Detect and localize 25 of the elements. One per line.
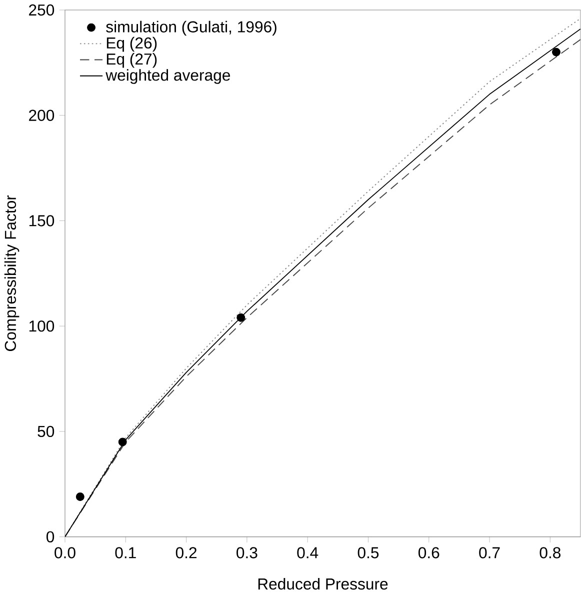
- y-tick-label: 0: [46, 531, 54, 542]
- x-tick-label: 0.8: [540, 547, 561, 558]
- y-tick-label: 200: [29, 110, 54, 121]
- point: [76, 492, 85, 501]
- x-tick-label: 0.0: [54, 547, 76, 558]
- point: [552, 48, 561, 56]
- y-tick-label: 150: [30, 215, 54, 226]
- legend-label: simulation (Gulati, 1996): [106, 20, 277, 36]
- point: [118, 438, 127, 446]
- legend-label: Eq (26): [107, 36, 157, 52]
- x-tick-label: 0.5: [358, 547, 379, 558]
- x-tick-label: 0.3: [236, 547, 258, 558]
- x-tick-label: 0.7: [479, 547, 500, 558]
- y-axis-title: Compressibility Factor: [4, 195, 20, 351]
- x-axis-title: Reduced Pressure: [258, 578, 388, 590]
- legend-label: weighted average: [106, 69, 230, 84]
- point: [236, 313, 246, 322]
- y-tick-label: 250: [29, 4, 54, 16]
- x-tick-label: 0.4: [297, 547, 318, 558]
- legend-label: Eq (27): [107, 53, 157, 68]
- x-tick-label: 0.1: [115, 547, 136, 558]
- x-tick-label: 0.2: [176, 547, 197, 558]
- x-tick-label: 0.6: [418, 547, 440, 558]
- y-tick-label: 100: [30, 320, 54, 332]
- y-tick-label: 50: [38, 426, 54, 438]
